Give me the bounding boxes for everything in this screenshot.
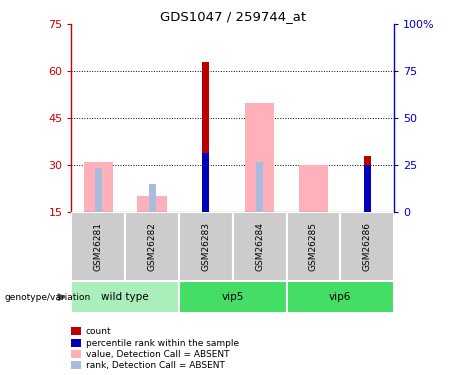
Text: GSM26282: GSM26282 [148,222,157,271]
Text: GSM26281: GSM26281 [94,222,103,271]
Bar [137,196,167,212]
Text: vip6: vip6 [329,292,352,302]
Bar [71,350,81,358]
Bar [125,212,179,281]
Text: rank, Detection Call = ABSENT: rank, Detection Call = ABSENT [86,361,225,370]
Bar [179,212,233,281]
Text: GSM26284: GSM26284 [255,222,264,271]
Bar [202,153,209,212]
Bar [71,361,81,369]
Text: value, Detection Call = ABSENT: value, Detection Call = ABSENT [86,350,230,359]
Text: GSM26283: GSM26283 [201,222,210,271]
Bar [299,165,328,212]
Bar [287,212,340,281]
Bar [233,212,287,281]
Bar [95,168,102,212]
Bar [287,281,394,313]
Bar [71,339,81,347]
Text: vip5: vip5 [222,292,244,302]
Bar [202,62,209,212]
Text: GSM26285: GSM26285 [309,222,318,271]
Bar [364,165,371,212]
Bar [179,281,287,313]
Bar [71,281,179,313]
Bar [71,212,125,281]
Bar [364,156,371,212]
Bar [256,162,263,212]
Title: GDS1047 / 259744_at: GDS1047 / 259744_at [160,10,306,23]
Text: count: count [86,327,112,336]
Text: wild type: wild type [101,292,149,302]
Bar [71,327,81,336]
Bar [83,162,113,212]
Bar [340,212,394,281]
Text: GSM26286: GSM26286 [363,222,372,271]
Text: percentile rank within the sample: percentile rank within the sample [86,339,239,348]
Text: genotype/variation: genotype/variation [5,292,91,302]
Bar [245,102,274,212]
Bar [148,184,156,212]
